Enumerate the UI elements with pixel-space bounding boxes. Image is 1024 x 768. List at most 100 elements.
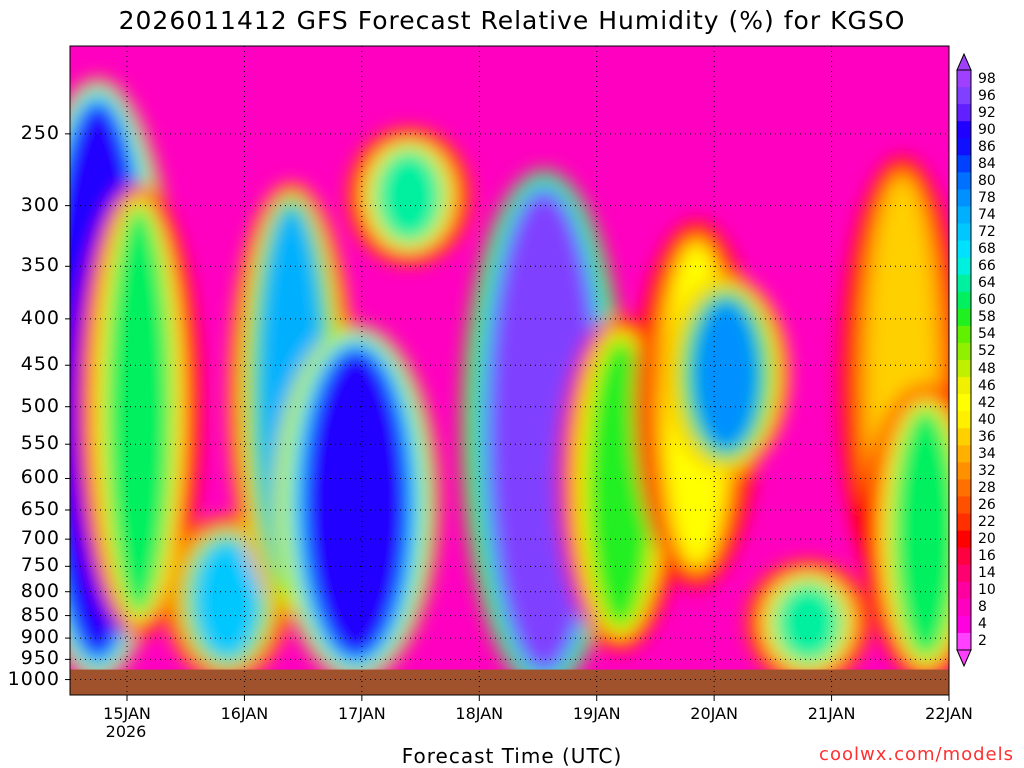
colorbar-label: 64 [978, 275, 996, 292]
colorbar-swatch [957, 87, 971, 105]
colorbar-swatch [957, 394, 971, 412]
colorbar-label: 80 [978, 172, 996, 189]
colorbar-label: 92 [978, 104, 996, 121]
y-tick-label: 700 [20, 527, 60, 550]
humidity-regions [70, 79, 949, 692]
colorbar-label: 96 [978, 87, 996, 104]
colorbar-swatch [957, 308, 971, 327]
colorbar-swatch [957, 274, 971, 293]
colorbar-label: 40 [978, 411, 996, 428]
colorbar-swatch [957, 223, 971, 242]
colorbar-label: 54 [978, 326, 996, 343]
colorbar-label: 90 [978, 121, 996, 138]
y-tick-label: 900 [20, 626, 60, 649]
colorbar-swatch [957, 564, 971, 583]
colorbar-swatch [957, 632, 971, 651]
humidity-core [691, 298, 760, 452]
colorbar-swatch [957, 530, 971, 549]
colorbar-swatch [957, 479, 971, 497]
colorbar-swatch [957, 206, 971, 225]
colorbar-label: 2 [978, 633, 987, 650]
plot-frame [69, 45, 950, 696]
x-tick-label: 15JAN [103, 704, 151, 723]
colorbar-label: 32 [978, 462, 996, 479]
colorbar-label: 36 [978, 428, 996, 445]
colorbar-swatch [957, 360, 971, 378]
colorbar-label: 98 [978, 70, 996, 87]
colorbar-swatch [957, 189, 971, 207]
humidity-core [104, 205, 173, 616]
colorbar-label: 46 [978, 377, 996, 394]
y-tick-label: 1000 [7, 667, 60, 690]
y-tick-label: 300 [20, 193, 60, 216]
colorbar-swatch [957, 581, 971, 600]
colorbar-label: 52 [978, 343, 996, 360]
x-tick-label: 22JAN [925, 704, 973, 723]
colorbar-swatch [957, 138, 971, 156]
x-tick-label: 19JAN [572, 704, 621, 723]
colorbar-label: 8 [978, 599, 987, 616]
colorbar-max-arrow [956, 52, 972, 71]
colorbar-swatch [957, 598, 971, 617]
colorbar-swatch [957, 615, 971, 634]
colorbar-label: 68 [978, 241, 996, 258]
x-tick-label: 16JAN [220, 704, 269, 723]
colorbar-label: 60 [978, 292, 996, 309]
colorbar-min-arrow [956, 649, 972, 668]
colorbar-label: 34 [978, 445, 996, 462]
colorbar-label: 58 [978, 309, 996, 326]
colorbar-swatch [957, 547, 971, 566]
x-tick-label: 17JAN [337, 704, 386, 723]
y-tick-label: 650 [20, 497, 60, 520]
x-tick-label: 18JAN [455, 704, 504, 723]
colorbar-label: 72 [978, 224, 996, 241]
y-tick-label: 850 [20, 603, 60, 626]
colorbar-label: 74 [978, 207, 996, 223]
year-label: 2026 [105, 722, 147, 741]
colorbar-label: 66 [978, 258, 996, 275]
y-tick-label: 500 [20, 394, 60, 417]
humidity-core [374, 149, 443, 244]
colorbar-label: 84 [978, 155, 996, 172]
colorbar-swatch [957, 445, 971, 463]
humidity-core [192, 539, 261, 660]
y-tick-label: 800 [20, 579, 60, 602]
colorbar-swatch [957, 428, 971, 446]
colorbar-swatch [957, 342, 971, 361]
x-axis-label: Forecast Time (UTC) [401, 744, 623, 768]
colorbar-swatch [957, 291, 971, 310]
humidity-core [301, 347, 410, 660]
colorbar-swatch [957, 462, 971, 480]
y-tick-label: 450 [20, 353, 60, 376]
colorbar-label: 14 [978, 565, 996, 582]
y-tick-label: 550 [20, 432, 60, 455]
y-tick-label: 350 [20, 254, 60, 277]
credit-text: coolwx.com/models [819, 744, 1014, 765]
colorbar-label: 22 [978, 514, 996, 531]
colorbar-swatch [957, 172, 971, 190]
y-tick-label: 400 [20, 306, 60, 329]
humidity-core [891, 406, 949, 660]
colorbar-label: 48 [978, 360, 996, 377]
axis-ticks [65, 133, 950, 701]
colorbar-label: 28 [978, 479, 996, 496]
colorbar-swatch [957, 377, 971, 395]
colorbar-swatch [957, 325, 971, 344]
humidity-core [774, 581, 843, 664]
colorbar-swatch [957, 104, 971, 122]
x-tick-label: 20JAN [690, 704, 738, 723]
y-tick-label: 950 [20, 647, 60, 670]
colorbar-label: 78 [978, 189, 996, 206]
y-tick-label: 600 [20, 466, 60, 489]
colorbar-label: 10 [978, 582, 996, 599]
ground-surface [70, 669, 949, 695]
colorbar-label: 4 [978, 616, 987, 633]
colorbar-swatch [957, 513, 971, 532]
colorbar-label: 26 [978, 497, 996, 513]
colorbar-swatch [957, 240, 971, 259]
y-tick-label: 250 [20, 121, 60, 144]
colorbar-swatch [957, 496, 971, 515]
colorbar-swatch [957, 155, 971, 173]
colorbar-label: 20 [978, 531, 996, 548]
